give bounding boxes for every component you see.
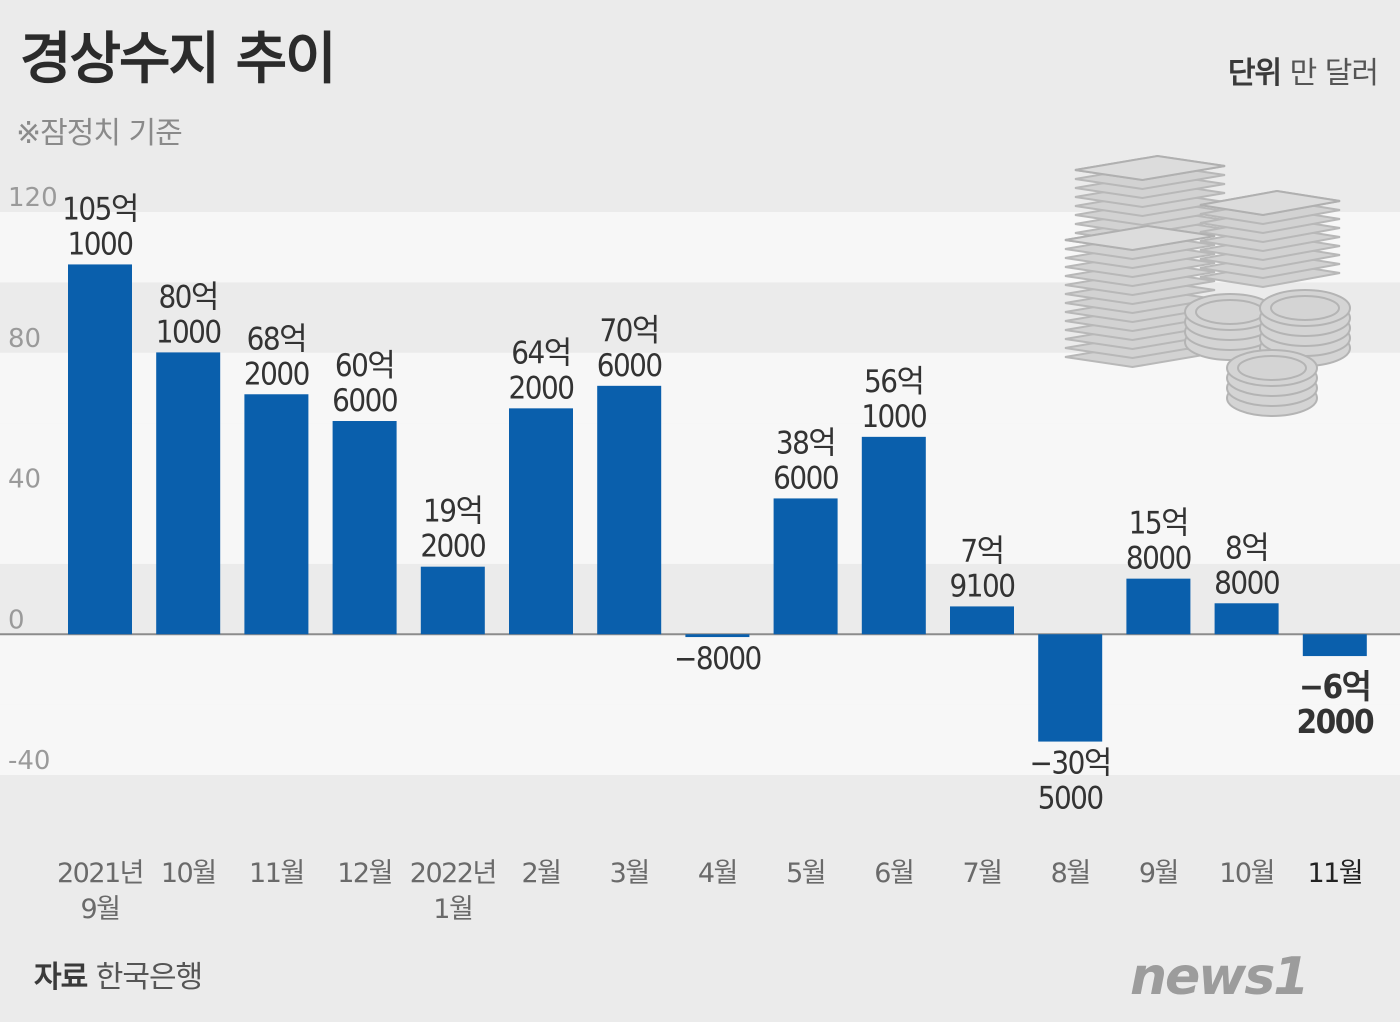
x-tick-label: 10월 [161, 858, 216, 889]
x-tick-label: 8월 [1051, 858, 1090, 889]
x-tick-label: 6월 [874, 858, 913, 889]
data-label: 6000 [332, 383, 397, 419]
bar [597, 385, 662, 635]
x-tick-label: 4월 [698, 858, 737, 889]
data-label: 1000 [156, 314, 221, 350]
data-label: 68억 [247, 321, 307, 357]
data-label: 2000 [244, 356, 309, 392]
logo-text: news1 [1130, 947, 1307, 1007]
source-value: 한국은행 [95, 960, 203, 995]
data-label: 38억 [776, 425, 836, 461]
bar [68, 264, 132, 635]
grid-band [0, 704, 1400, 775]
x-tick-label: 10월 [1219, 858, 1274, 889]
money-stack-icon [1064, 154, 1351, 417]
x-tick-label: 11월 [1307, 858, 1362, 889]
data-label: 9100 [950, 568, 1015, 604]
chart-title: 경상수지 추이 [20, 27, 337, 92]
data-label: 8000 [1126, 541, 1191, 577]
news1-logo: news1 [1130, 947, 1309, 1007]
bar [1214, 603, 1279, 635]
data-label: 60억 [335, 348, 395, 384]
x-tick-label: 9월 [80, 894, 119, 925]
unit-label: 단위 만 달러 [1227, 48, 1379, 92]
bar [509, 408, 573, 635]
data-label: 64억 [511, 335, 571, 371]
bar [1302, 634, 1367, 657]
data-label: 8억 [1225, 530, 1268, 566]
data-label: 2000 [420, 529, 485, 565]
x-tick-label: 2월 [521, 858, 560, 889]
bar [244, 394, 309, 635]
x-tick-label: 11월 [249, 858, 304, 889]
y-tick-label: 40 [8, 465, 41, 495]
bar [773, 498, 838, 635]
data-label: 7억 [960, 533, 1003, 569]
bar [1126, 578, 1191, 635]
grid-band [0, 634, 1400, 705]
source-note: 자료 한국은행 [34, 952, 203, 996]
data-label: 70억 [599, 313, 659, 349]
data-label: 2000 [1296, 702, 1373, 741]
unit-label-value: 만 달러 [1289, 56, 1379, 91]
data-label: 15억 [1129, 506, 1189, 542]
grid-band [0, 493, 1400, 564]
x-tick-label: 12월 [337, 858, 392, 889]
x-tick-label: 3월 [610, 858, 649, 889]
unit-label-key: 단위 [1227, 56, 1282, 91]
grid-band [0, 423, 1400, 494]
bar [950, 606, 1014, 635]
bar [1038, 634, 1103, 742]
chart-subtitle: ※잠정치 기준 [16, 116, 183, 151]
source-label: 자료 [34, 960, 88, 995]
data-label: 105억 [62, 191, 138, 227]
data-label: 1000 [861, 399, 926, 435]
bar [156, 352, 221, 635]
data-label: 56억 [864, 364, 924, 400]
data-label: −8000 [674, 641, 761, 677]
data-label: 8000 [1214, 565, 1279, 601]
data-label: 2000 [509, 370, 574, 406]
x-tick-label: 7월 [962, 858, 1001, 889]
x-tick-label: 2022년 [410, 858, 496, 889]
bar [420, 566, 485, 635]
x-tick-label: 9월 [1139, 858, 1178, 889]
bar [332, 421, 397, 635]
bar [861, 436, 926, 635]
grid-band [0, 352, 1400, 424]
coin-stack-icon [1226, 349, 1318, 417]
x-tick-label: 2021년 [57, 858, 143, 889]
data-label: 1000 [68, 226, 133, 262]
data-label: −6억 [1299, 667, 1370, 706]
data-label: 5000 [1038, 781, 1103, 817]
data-label: 80억 [158, 279, 218, 315]
y-tick-label: 120 [8, 183, 58, 213]
x-tick-label: 5월 [786, 858, 825, 889]
money-stack-icon [1199, 189, 1341, 289]
data-label: 6000 [597, 348, 662, 384]
bar [685, 634, 750, 638]
data-label: 19억 [423, 494, 483, 530]
y-tick-label: 0 [8, 605, 25, 635]
x-tick-label: 1월 [433, 894, 472, 925]
y-tick-label: -40 [8, 746, 50, 776]
data-label: −30억 [1030, 746, 1111, 782]
y-tick-label: 80 [8, 324, 41, 354]
data-label: 6000 [773, 460, 838, 496]
